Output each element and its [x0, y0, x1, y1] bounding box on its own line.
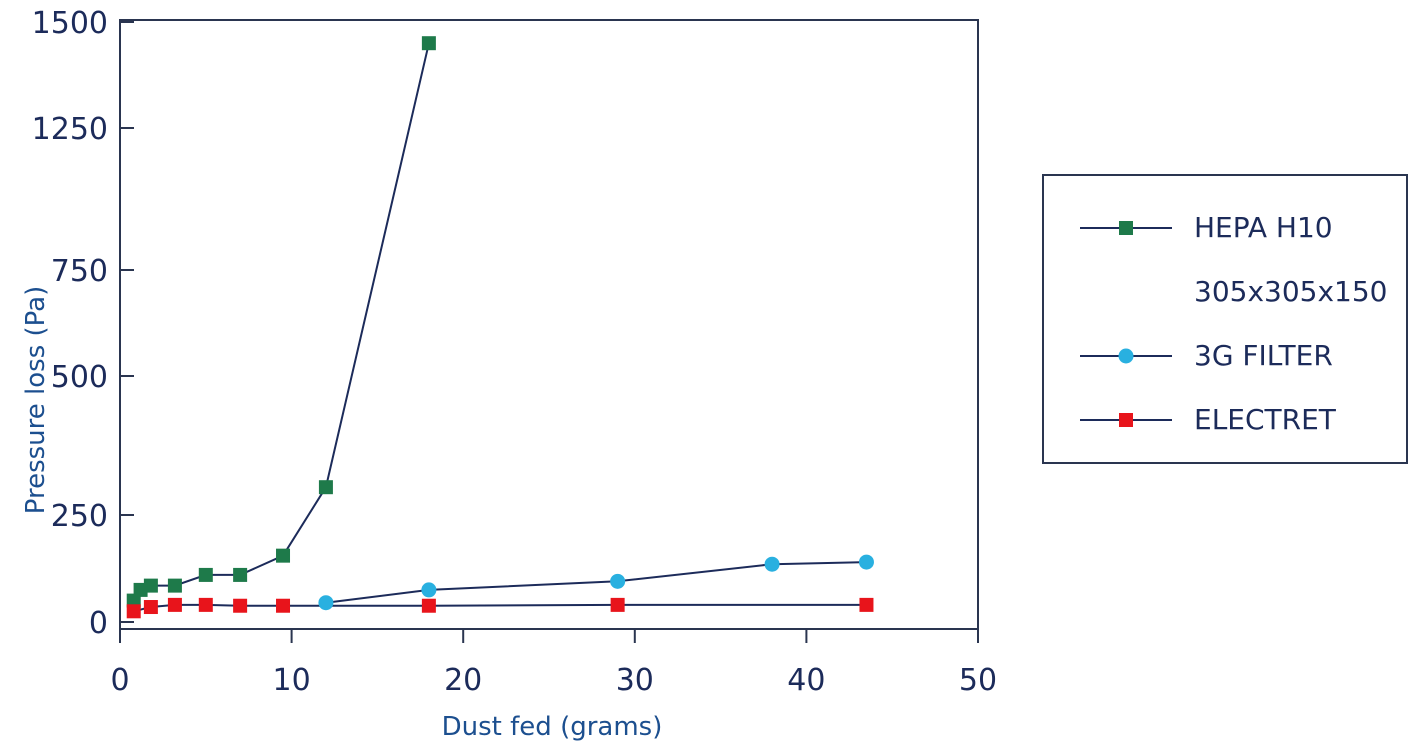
- x-tick-label: 40: [787, 663, 825, 698]
- y-tick-label: 1500: [32, 6, 108, 41]
- data-point-3g-filter: [610, 573, 626, 589]
- legend-label-3g-filter: 3G FILTER: [1194, 339, 1333, 372]
- data-point-electret: [421, 598, 436, 613]
- data-point-hepa-h10: [126, 593, 141, 608]
- series-line-hepa-h10: [132, 42, 430, 602]
- legend-item-electret: ELECTRET: [1044, 398, 1406, 442]
- x-tick-label: 30: [616, 663, 654, 698]
- x-axis-title: Dust fed (grams): [442, 712, 663, 742]
- series-line-3g-filter: [325, 561, 867, 604]
- data-point-electret: [276, 598, 291, 613]
- legend-symbol-electret: [1080, 413, 1172, 427]
- data-point-3g-filter: [421, 582, 437, 598]
- legend-label-hepa-line2: 305x305x150: [1194, 275, 1388, 308]
- x-tick-label: 50: [959, 663, 997, 698]
- data-point-electret: [143, 600, 158, 615]
- y-tick-label: 250: [51, 499, 108, 534]
- data-point-hepa-h10: [167, 578, 182, 593]
- data-point-hepa-h10: [198, 567, 213, 582]
- y-axis-ticks: 0 250 500 750 1250 1500: [32, 6, 134, 641]
- y-tick-label: 750: [51, 254, 108, 289]
- y-tick-label: 1250: [32, 112, 108, 147]
- data-point-electret: [167, 597, 182, 612]
- data-point-electret: [198, 597, 213, 612]
- x-tick-label: 10: [273, 663, 311, 698]
- legend: HEPA H10 305x305x150 3G FILTER ELECTRET: [1042, 174, 1408, 464]
- data-point-electret: [126, 604, 141, 619]
- series-markers: [126, 36, 874, 619]
- data-point-electret: [859, 597, 874, 612]
- data-point-hepa-h10: [276, 548, 291, 563]
- legend-item-3g-filter: 3G FILTER: [1044, 334, 1406, 378]
- data-point-hepa-h10: [421, 36, 436, 51]
- data-point-hepa-h10: [318, 480, 333, 495]
- data-point-hepa-h10: [233, 567, 248, 582]
- series-lines: [132, 42, 867, 613]
- data-point-3g-filter: [764, 556, 780, 572]
- data-point-3g-filter: [318, 595, 334, 611]
- data-point-electret: [610, 597, 625, 612]
- data-point-hepa-h10: [143, 578, 158, 593]
- y-tick-label: 500: [51, 360, 108, 395]
- legend-symbol-3g-filter: [1080, 348, 1172, 364]
- legend-symbol-hepa: [1080, 221, 1172, 235]
- data-point-3g-filter: [858, 554, 874, 570]
- y-tick-label: 0: [89, 606, 108, 641]
- x-tick-label: 20: [444, 663, 482, 698]
- legend-label-electret: ELECTRET: [1194, 403, 1336, 436]
- x-tick-label: 0: [110, 663, 129, 698]
- plot-area: [119, 19, 979, 630]
- x-axis-ticks: 0 10 20 30 40 50: [110, 629, 997, 698]
- legend-item-hepa: HEPA H10: [1044, 206, 1406, 250]
- legend-item-hepa-size: 305x305x150: [1044, 270, 1406, 314]
- data-point-electret: [233, 598, 248, 613]
- y-axis-title: Pressure loss (Pa): [21, 286, 51, 515]
- legend-label-hepa-line1: HEPA H10: [1194, 211, 1333, 244]
